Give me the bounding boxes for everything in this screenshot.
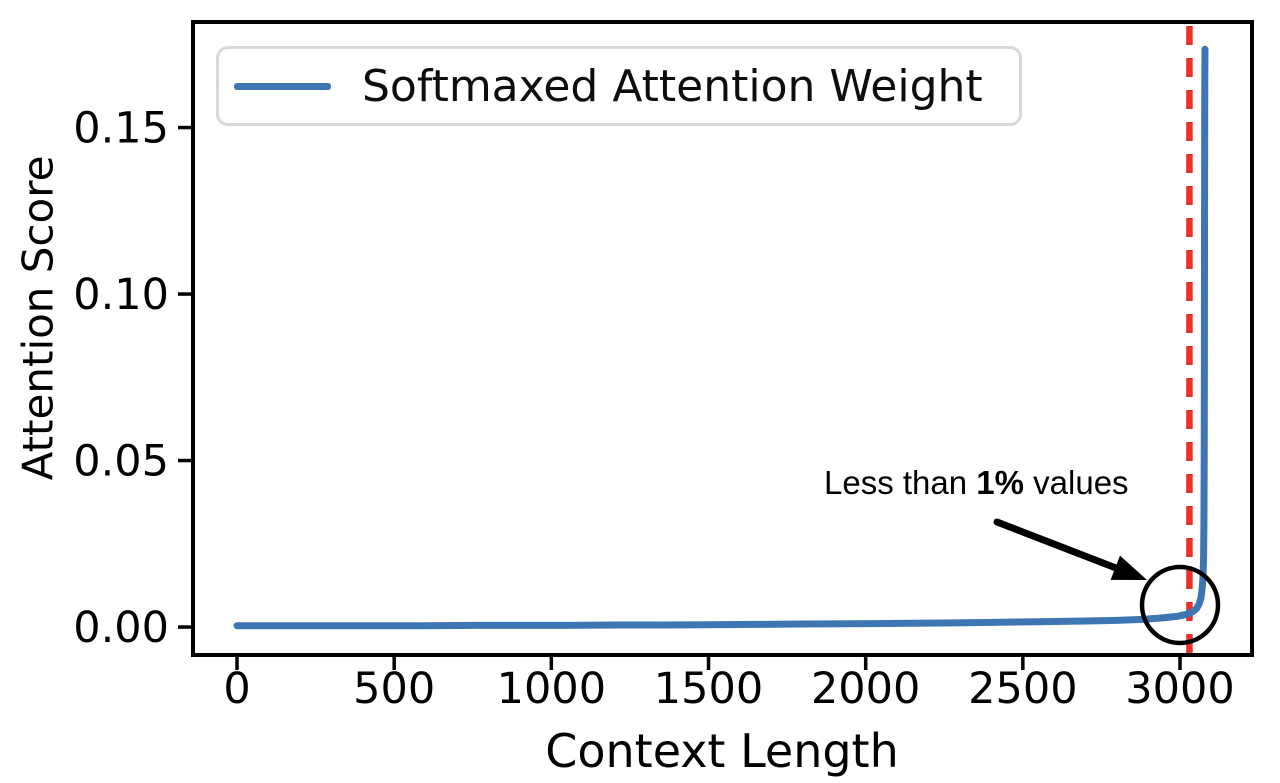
x-tick-label: 500 (353, 664, 435, 714)
axes-layer: 0 500 1000 1500 2000 2500 3000 0.00 0.05 0.10 0.15 (73, 20, 1254, 714)
x-tick-label: 3000 (1125, 664, 1234, 714)
x-tick-label: 0 (223, 664, 250, 714)
legend-line-swatch (234, 82, 331, 90)
highlight-circle (1139, 564, 1221, 646)
x-tick-label: 1500 (654, 664, 763, 714)
x-tick-label: 2500 (968, 664, 1077, 714)
annotation-shapes-layer (993, 518, 1221, 646)
attention-score-line (233, 45, 1209, 630)
legend: Softmaxed Attention Weight (216, 46, 1022, 126)
y-tick-label: 0.10 (73, 270, 169, 320)
plot-spines (191, 20, 1254, 657)
annotation-text-suffix: values (1023, 464, 1129, 501)
x-tick-label: 2000 (811, 664, 920, 714)
x-tick-label: 1000 (497, 664, 606, 714)
annotation-arrow-shaft (993, 518, 1127, 575)
x-axis-label: Context Length (545, 724, 899, 778)
y-tick-label: 0.05 (73, 437, 169, 487)
annotation-text: Less than 1% values (824, 464, 1129, 502)
annotation-text-bold: 1% (976, 464, 1024, 501)
y-axis-label: Attention Score (13, 155, 63, 481)
y-tick-label: 0.00 (73, 603, 169, 653)
legend-entry-label: Softmaxed Attention Weight (362, 60, 983, 112)
annotation-arrow-head (1110, 555, 1147, 580)
annotation-text-prefix: Less than (824, 464, 977, 501)
series-layer (233, 45, 1209, 630)
y-tick-label: 0.15 (73, 104, 169, 154)
